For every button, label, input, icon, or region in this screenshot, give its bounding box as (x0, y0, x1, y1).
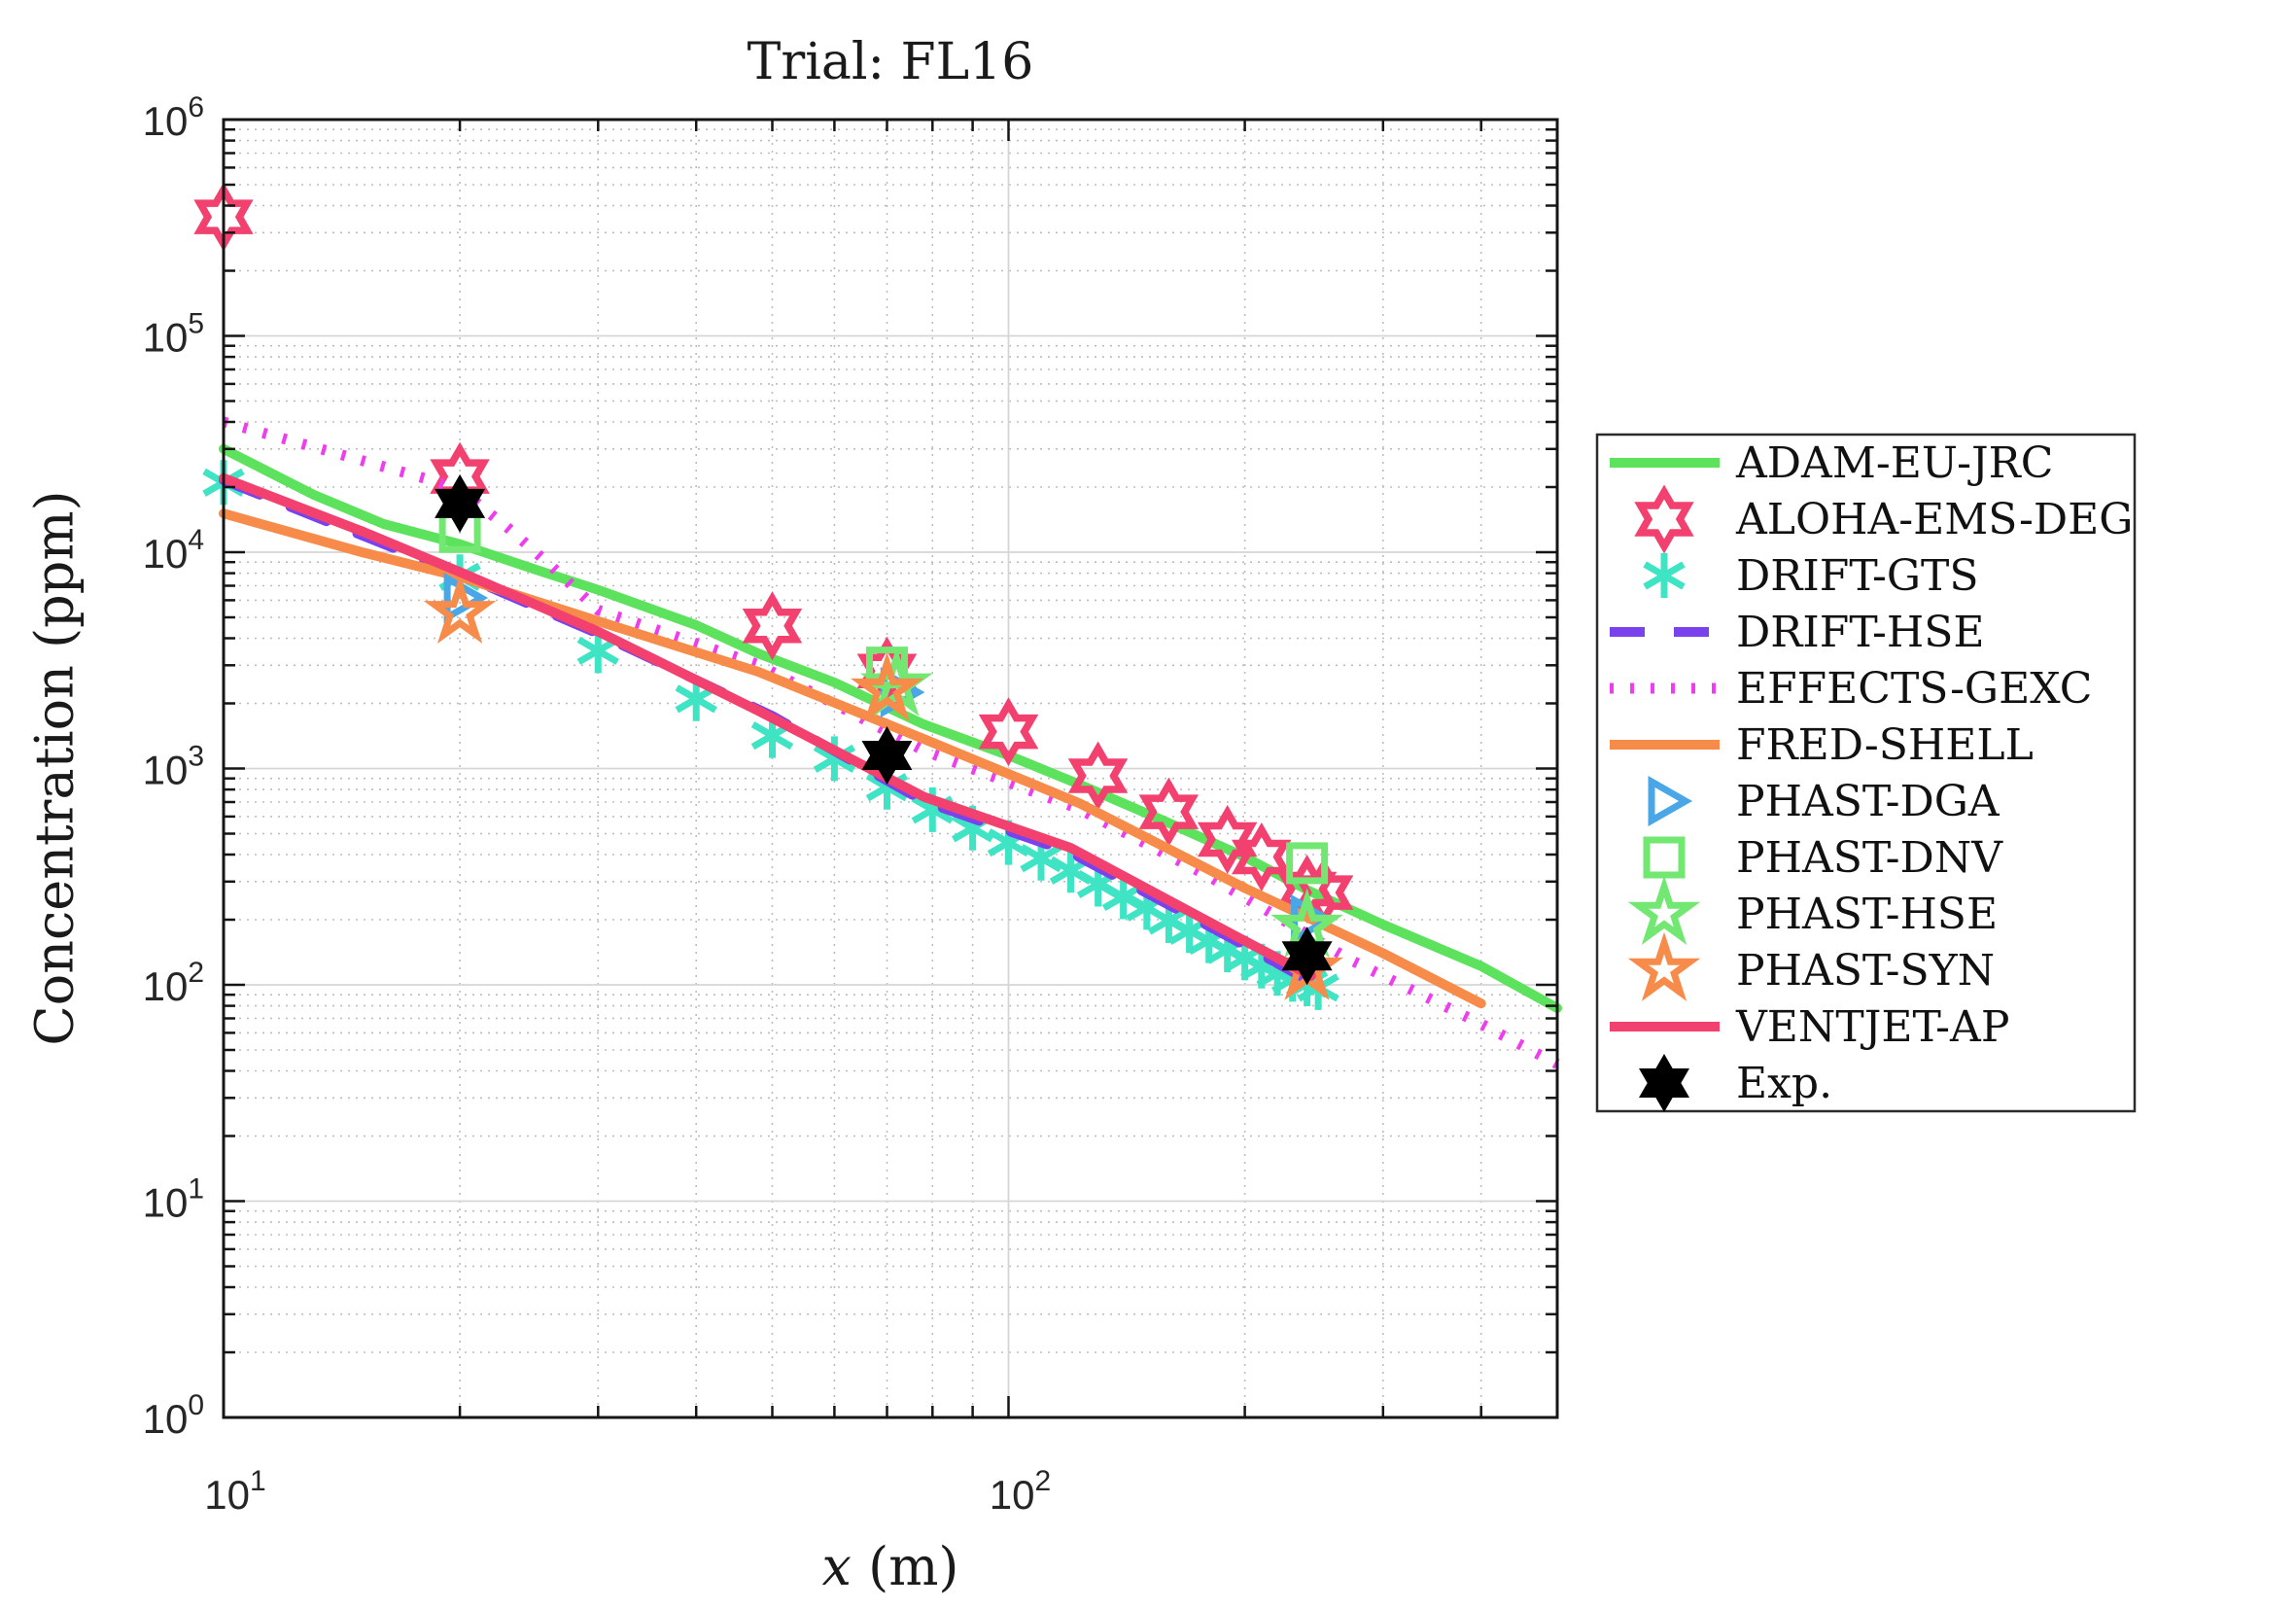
y-tick-label-1e6: 106 (143, 91, 204, 144)
y-tick-label-1e1: 101 (143, 1173, 204, 1226)
y-axis-label: Concentration (ppm) (23, 490, 86, 1046)
y-tick-label-1e0: 100 (143, 1389, 204, 1442)
x-tick-label-1e2: 102 (990, 1465, 1051, 1518)
legend-entry-DRIFT-HSE: DRIFT-HSE (1610, 608, 1985, 657)
legend-label: FRED-SHELL (1736, 720, 2034, 770)
legend-label: VENTJET-AP (1735, 1002, 2009, 1052)
legend-entry-ADAM-EU-JRC: ADAM-EU-JRC (1610, 438, 2053, 488)
legend-label: ADAM-EU-JRC (1735, 438, 2053, 488)
legend-entry-PHAST-HSE: PHAST-HSE (1627, 875, 1998, 945)
y-tick-label-1e3: 103 (143, 741, 204, 793)
axes-box (222, 118, 1559, 1419)
chart-title: Trial: FL16 (747, 33, 1034, 91)
legend-entry-PHAST-SYN: PHAST-SYN (1627, 931, 1995, 1001)
legend-label: DRIFT-GTS (1736, 551, 1979, 601)
y-tick-label-1e5: 105 (143, 308, 204, 361)
x-axis-label-variable: x (821, 1536, 852, 1597)
series-FRED-SHELL (219, 508, 1486, 1009)
legend-entry-DRIFT-GTS: DRIFT-GTS (1643, 551, 1979, 601)
legend-label: Exp. (1736, 1059, 1832, 1108)
x-axis-label-unit: (m) (868, 1536, 959, 1597)
y-tick-label-1e4: 104 (143, 524, 204, 577)
legend-label: ALOHA-EMS-DEG (1735, 495, 2133, 544)
x-axis-label: x (m) (822, 1536, 959, 1597)
legend-label: PHAST-SYN (1736, 946, 1995, 996)
series-VENTJET-AP (219, 472, 1316, 981)
grid (224, 120, 1557, 1417)
x-tick-label-1e1: 101 (204, 1465, 265, 1518)
legend-label: PHAST-DGA (1736, 777, 2000, 826)
legend: ADAM-EU-JRC ALOHA-EMS-DEG DRIFT-GTS DRIFT-H… (1595, 433, 2137, 1113)
legend-entry-Exp: Exp. (1639, 1054, 1832, 1112)
legend-label: EFFECTS-GEXC (1736, 664, 2092, 714)
legend-entry-PHAST-DGA: PHAST-DGA (1648, 775, 2000, 827)
legend-entry-VENTJET-AP: VENTJET-AP (1610, 1002, 2009, 1052)
legend-entry-ALOHA-EMS-DEG: ALOHA-EMS-DEG (1634, 484, 2133, 554)
y-tick-label-1e2: 102 (143, 957, 204, 1009)
legend-label: DRIFT-HSE (1736, 608, 1985, 657)
legend-entry-EFFECTS-GEXC: EFFECTS-GEXC (1610, 664, 2092, 714)
legend-entry-PHAST-DNV: PHAST-DNV (1643, 833, 2003, 883)
legend-entry-FRED-SHELL: FRED-SHELL (1610, 720, 2034, 770)
legend-label: PHAST-DNV (1736, 833, 2003, 883)
legend-label: PHAST-HSE (1736, 890, 1998, 939)
series-Exp (435, 473, 1333, 986)
